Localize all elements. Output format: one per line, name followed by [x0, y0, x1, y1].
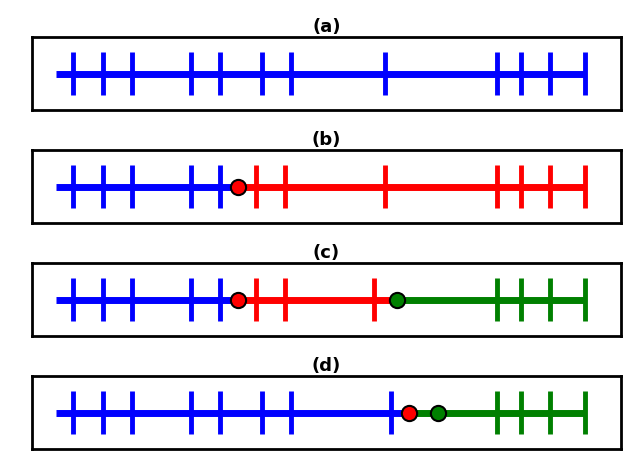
Point: [233, 184, 243, 191]
Point: [233, 296, 243, 304]
Point: [404, 409, 414, 416]
Text: (d): (d): [312, 356, 341, 374]
Point: [392, 296, 402, 304]
Text: (c): (c): [313, 244, 340, 262]
Text: (a): (a): [312, 18, 340, 36]
Text: (b): (b): [312, 131, 341, 149]
Point: [433, 409, 444, 416]
